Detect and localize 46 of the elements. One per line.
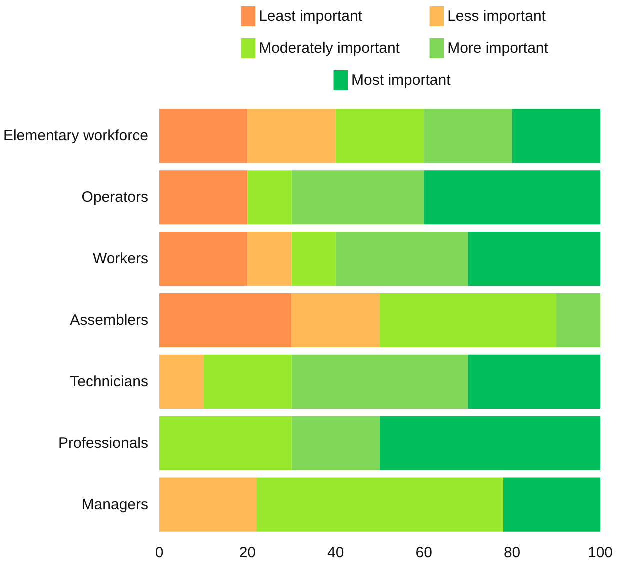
bar bbox=[248, 170, 292, 225]
bar bbox=[160, 232, 248, 286]
bar bbox=[336, 109, 424, 164]
bar bbox=[468, 354, 600, 409]
bar bbox=[160, 293, 292, 348]
legend-label: Moderately important bbox=[259, 40, 401, 57]
y-tick-label: Elementary workforce bbox=[3, 128, 149, 145]
bar bbox=[204, 354, 292, 409]
legend-label: Least important bbox=[259, 8, 364, 25]
bar bbox=[248, 232, 292, 286]
x-tick-label: 40 bbox=[328, 544, 344, 562]
bar bbox=[160, 478, 257, 532]
bar bbox=[503, 478, 600, 532]
x-tick-label: 60 bbox=[416, 544, 432, 562]
legend-label: More important bbox=[448, 40, 550, 57]
bar bbox=[468, 232, 600, 286]
bar bbox=[248, 109, 336, 164]
y-tick-label: Workers bbox=[92, 250, 148, 268]
y-tick-label: Professionals bbox=[58, 434, 149, 452]
bar bbox=[160, 354, 204, 409]
y-tick-label: Technicians bbox=[70, 373, 149, 390]
x-tick-label: 20 bbox=[239, 544, 256, 562]
x-tick-label: 80 bbox=[504, 544, 521, 562]
x-tick-label: 100 bbox=[588, 544, 614, 562]
bar bbox=[256, 478, 504, 532]
bar bbox=[512, 109, 600, 164]
bar bbox=[292, 170, 424, 225]
bar bbox=[380, 293, 556, 348]
bar bbox=[424, 170, 600, 225]
x-tick-label: 0 bbox=[155, 544, 164, 562]
bar bbox=[160, 416, 292, 470]
bar bbox=[160, 109, 248, 164]
bar bbox=[292, 416, 380, 470]
y-tick-label: Assemblers bbox=[70, 312, 149, 329]
bar bbox=[292, 354, 468, 409]
y-tick-label: Managers bbox=[82, 496, 148, 514]
bar bbox=[380, 416, 600, 470]
bar bbox=[292, 232, 336, 286]
bar bbox=[556, 293, 600, 348]
bar bbox=[292, 293, 380, 348]
y-tick-label: Operators bbox=[82, 189, 149, 206]
legend-label: Less important bbox=[448, 8, 547, 25]
bar bbox=[160, 170, 248, 225]
bar bbox=[336, 232, 468, 286]
bar bbox=[424, 109, 512, 164]
legend-label: Most important bbox=[352, 72, 452, 89]
